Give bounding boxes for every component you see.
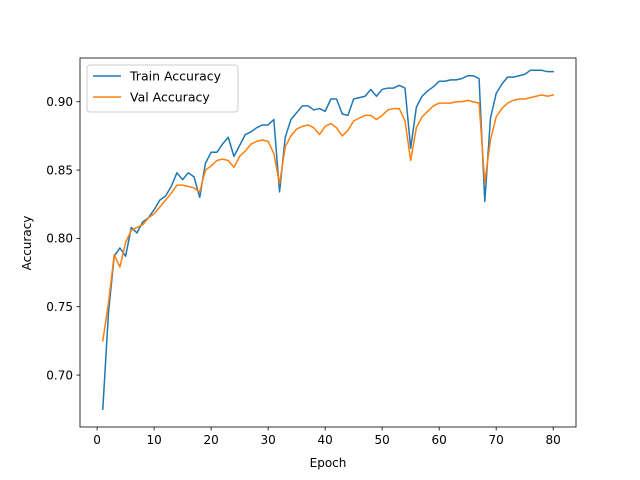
- y-tick-label: 0.80: [46, 232, 73, 246]
- legend-label: Train Accuracy: [129, 69, 222, 84]
- x-tick-label: 60: [432, 433, 447, 447]
- legend: Train Accuracy Val Accuracy: [86, 64, 239, 113]
- x-tick-label: 20: [203, 433, 218, 447]
- y-tick-label: 0.70: [46, 368, 73, 382]
- x-tick-label: 0: [93, 433, 101, 447]
- x-tick-label: 30: [260, 433, 275, 447]
- legend-box: [86, 64, 239, 113]
- plot-layer: [101, 69, 555, 411]
- y-axis-label: Accuracy: [20, 216, 34, 271]
- axes-frame: [79, 57, 577, 428]
- x-tick-label: 50: [375, 433, 390, 447]
- y-tick-label: 0.90: [46, 95, 73, 109]
- y-tick-label: 0.85: [46, 163, 73, 177]
- x-tick-label: 70: [489, 433, 504, 447]
- legend-label: Val Accuracy: [130, 90, 210, 105]
- series-line-val-accuracy: [101, 93, 555, 342]
- y-tick-label: 0.75: [46, 300, 73, 314]
- x-axis-label: Epoch: [310, 456, 347, 470]
- series-line-train-accuracy: [102, 69, 554, 411]
- x-tick-label: 80: [546, 433, 561, 447]
- x-tick-label: 40: [318, 433, 333, 447]
- axes-layer: 0 10 20 30 40 50 60 70 80 0.70 0.75 0.80 0.85 0.90: [46, 57, 577, 447]
- x-tick-label: 10: [146, 433, 161, 447]
